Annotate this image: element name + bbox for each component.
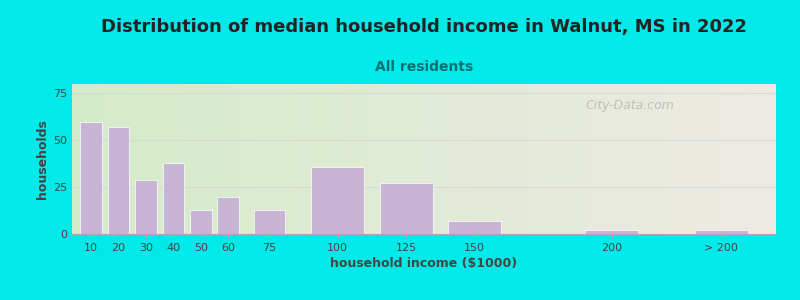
Bar xyxy=(135,180,157,234)
Bar xyxy=(380,183,433,234)
Bar xyxy=(162,163,184,234)
Bar xyxy=(108,127,130,234)
X-axis label: household income ($1000): household income ($1000) xyxy=(330,257,518,270)
Bar xyxy=(80,122,102,234)
Bar xyxy=(585,230,638,234)
Bar xyxy=(448,221,501,234)
Text: Distribution of median household income in Walnut, MS in 2022: Distribution of median household income … xyxy=(101,18,747,36)
Bar xyxy=(218,196,239,234)
Text: All residents: All residents xyxy=(375,60,473,74)
Y-axis label: households: households xyxy=(36,119,49,199)
Bar xyxy=(254,210,285,234)
Bar xyxy=(694,230,748,234)
Bar xyxy=(190,210,211,234)
Bar xyxy=(311,167,364,234)
Text: City-Data.com: City-Data.com xyxy=(586,99,674,112)
